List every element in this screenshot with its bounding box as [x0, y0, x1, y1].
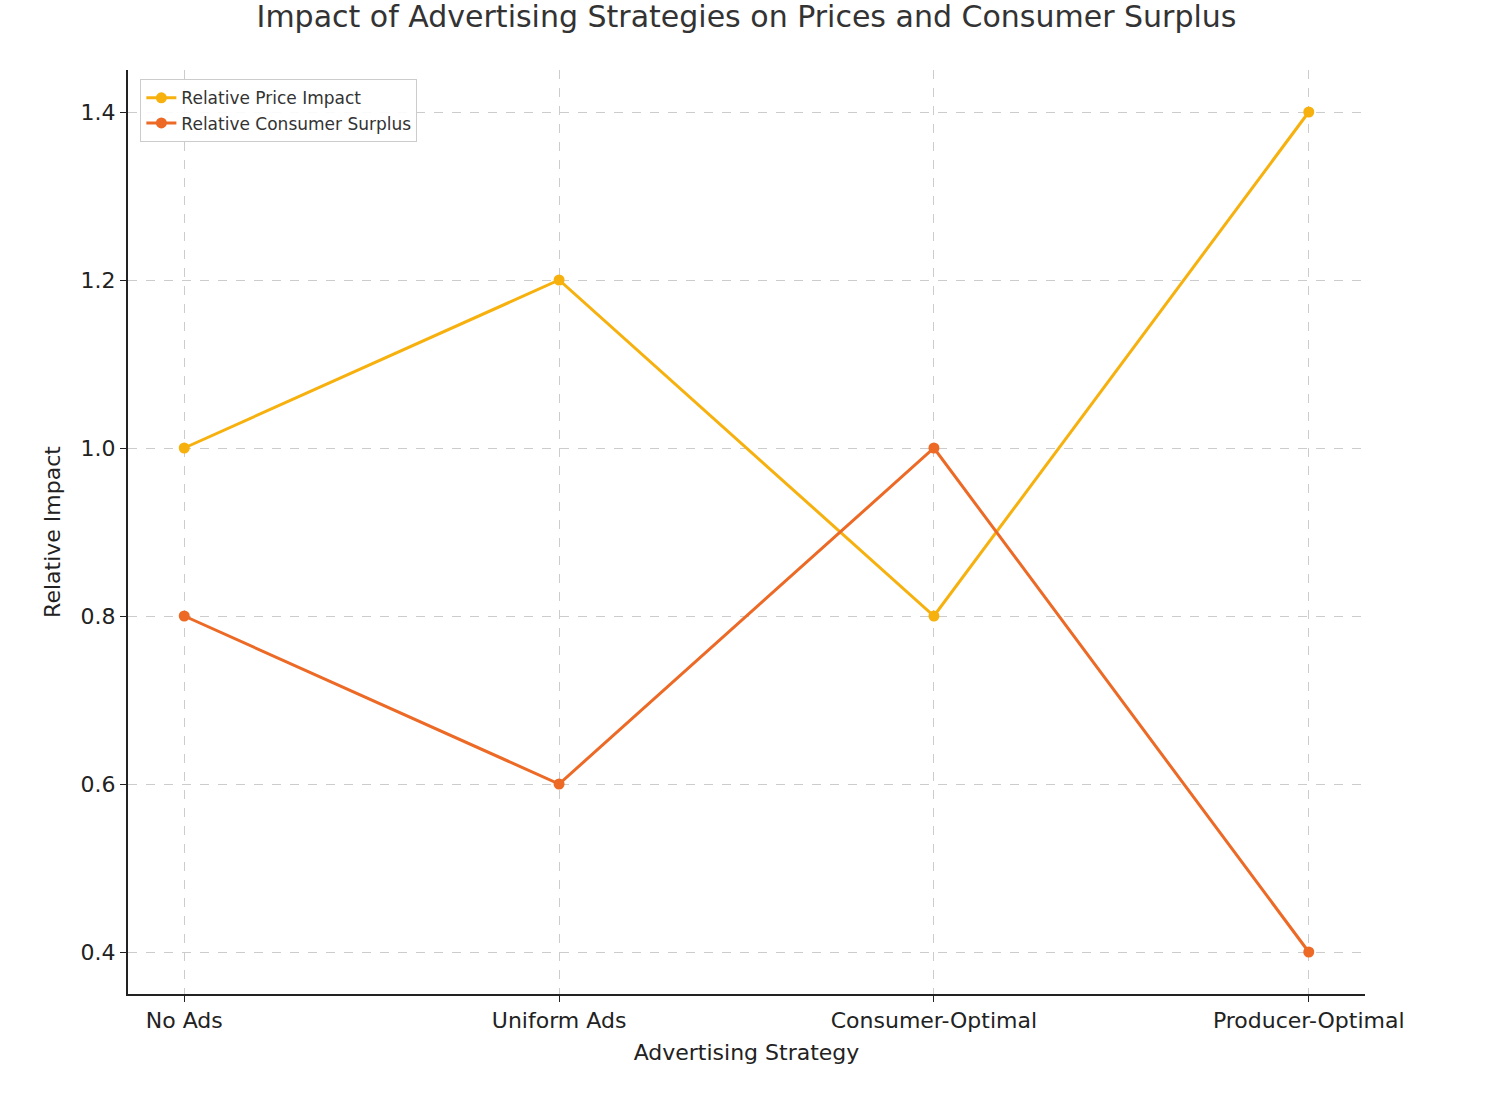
svg-text:Advertising Strategy: Advertising Strategy: [634, 1040, 860, 1065]
svg-text:0.8: 0.8: [81, 604, 116, 629]
svg-text:Uniform Ads: Uniform Ads: [492, 1008, 627, 1033]
svg-text:1.4: 1.4: [81, 100, 116, 125]
svg-text:Relative Impact: Relative Impact: [40, 446, 65, 618]
svg-text:Producer-Optimal: Producer-Optimal: [1213, 1008, 1405, 1033]
svg-text:Consumer-Optimal: Consumer-Optimal: [831, 1008, 1037, 1033]
svg-text:No Ads: No Ads: [146, 1008, 223, 1033]
svg-text:Relative Price Impact: Relative Price Impact: [181, 88, 361, 108]
svg-text:1.0: 1.0: [81, 436, 116, 461]
svg-text:0.6: 0.6: [81, 772, 116, 797]
svg-text:Relative Consumer Surplus: Relative Consumer Surplus: [181, 114, 411, 134]
svg-text:0.4: 0.4: [81, 940, 116, 965]
svg-text:1.2: 1.2: [81, 268, 116, 293]
svg-text:Impact of Advertising Strategi: Impact of Advertising Strategies on Pric…: [257, 0, 1237, 34]
